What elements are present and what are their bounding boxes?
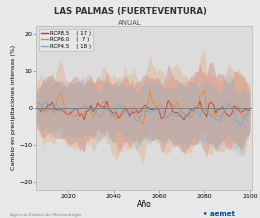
- Y-axis label: Cambio en precipitaciones intensas (%): Cambio en precipitaciones intensas (%): [11, 45, 16, 170]
- Text: Agencia Estatal de Meteorología: Agencia Estatal de Meteorología: [10, 213, 81, 217]
- Text: LAS PALMAS (FUERTEVENTURA): LAS PALMAS (FUERTEVENTURA): [54, 7, 206, 15]
- Text: ANUAL: ANUAL: [118, 20, 142, 26]
- Legend: RCP8.5    ( 17 ), RCP6.0    (  7 ), RCP4.5    ( 18 ): RCP8.5 ( 17 ), RCP6.0 ( 7 ), RCP4.5 ( 18…: [39, 29, 93, 51]
- X-axis label: Año: Año: [137, 200, 152, 209]
- Text: • aemet: • aemet: [203, 211, 235, 217]
